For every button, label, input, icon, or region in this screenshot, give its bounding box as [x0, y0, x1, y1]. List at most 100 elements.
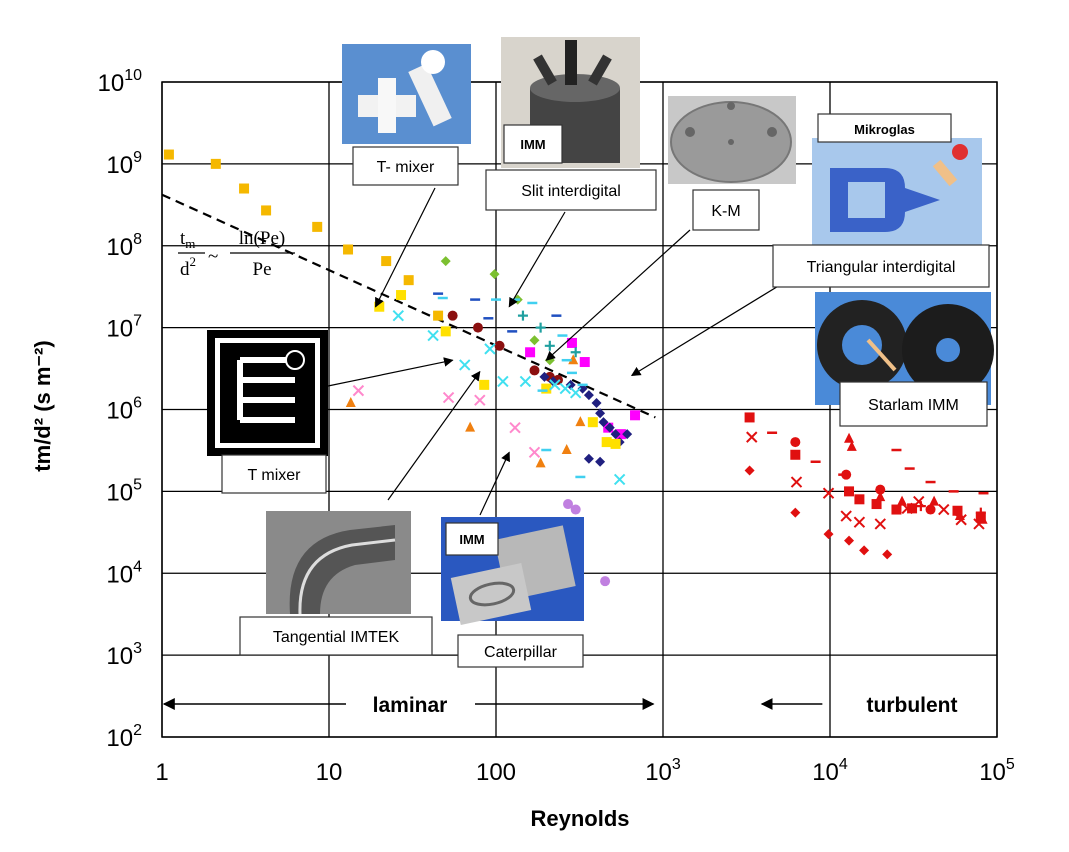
callout-box [239, 616, 433, 656]
callout-label: Slit interdigital [521, 183, 621, 200]
data-point [509, 421, 521, 434]
data-point [403, 275, 414, 286]
data-point [549, 379, 561, 391]
x-tick-base: 1 [155, 759, 168, 786]
y-tick-exponent: 10 [124, 67, 142, 84]
data-point [744, 465, 755, 476]
data-point [583, 453, 594, 464]
y-tick-label: 103 [106, 640, 142, 670]
data-point [875, 491, 886, 502]
callout-tag-text: IMM [459, 532, 484, 547]
callout-tag-text: IMM [520, 137, 545, 152]
data-point [840, 510, 852, 522]
x-tick-exponent: 3 [672, 756, 681, 773]
callout-box [692, 189, 760, 231]
data-point [891, 504, 902, 515]
y-tick-label: 102 [106, 722, 142, 752]
data-point [853, 516, 866, 528]
data-point [600, 576, 611, 587]
data-point [846, 440, 857, 451]
data-point [440, 326, 451, 337]
callout-arrow [375, 187, 436, 308]
callout-box [839, 381, 988, 427]
data-point [568, 354, 579, 365]
callout-tag-box [503, 124, 563, 164]
x-tick-label: 104 [812, 756, 848, 786]
data-point [494, 340, 505, 351]
y-tick-label: 107 [106, 313, 142, 343]
data-point [610, 429, 621, 440]
data-point [615, 429, 626, 440]
callout-label: K-M [711, 203, 740, 220]
data-point [610, 438, 621, 449]
data-point [479, 379, 490, 390]
data-point [541, 383, 552, 394]
data-point [844, 432, 855, 443]
y-tick-exponent: 6 [133, 395, 142, 412]
callout-box [221, 454, 327, 494]
data-point [569, 387, 582, 399]
data-point [823, 529, 834, 540]
data-point [854, 494, 865, 505]
y-tick-base: 10 [106, 643, 133, 670]
data-point [604, 422, 615, 433]
y-axis-title: tm/d² (s m⁻²) [30, 340, 55, 471]
data-point [790, 437, 801, 448]
formula-relation: ~ [208, 246, 218, 267]
callout-arrow [508, 211, 566, 308]
flow-regimes: laminar turbulent [162, 694, 957, 717]
y-tick-label: 105 [106, 476, 142, 506]
data-point [447, 310, 458, 321]
x-tick-label: 103 [645, 756, 681, 786]
data-point [343, 244, 354, 255]
data-point [535, 322, 546, 333]
y-tick-exponent: 7 [133, 313, 142, 330]
y-tick-label: 108 [106, 231, 142, 261]
x-tick-label: 100 [476, 759, 516, 786]
x-tick-label: 1 [155, 759, 168, 786]
data-point [938, 503, 950, 516]
data-point [925, 504, 936, 515]
data-point [591, 398, 602, 409]
y-tick-label: 1010 [98, 67, 143, 97]
x-tick-base: 100 [476, 759, 516, 786]
y-tick-label: 104 [106, 558, 142, 588]
data-point [977, 513, 988, 524]
data-point [544, 340, 555, 351]
data-point [517, 310, 528, 321]
data-point [975, 507, 986, 518]
data-point [529, 365, 540, 376]
y-tick-exponent: 5 [133, 476, 142, 493]
data-point [570, 504, 581, 515]
x-tick-exponent: 5 [1006, 756, 1015, 773]
callout-box [352, 146, 459, 186]
data-point [595, 456, 606, 467]
data-point [583, 390, 594, 401]
callout-label: T- mixer [377, 159, 435, 176]
y-tick-base: 10 [106, 561, 133, 588]
data-point [622, 429, 633, 440]
y-tick-base: 10 [106, 234, 133, 261]
y-tick-base: 10 [106, 152, 133, 179]
data-point [561, 444, 572, 455]
data-point [822, 487, 835, 499]
data-point [859, 545, 870, 556]
data-point [312, 221, 323, 232]
formula-t: t [180, 228, 186, 249]
formula-rhs-denominator: Pe [253, 259, 272, 280]
callout-box [772, 244, 990, 288]
data-point [907, 503, 918, 514]
data-point [744, 412, 755, 423]
data-point [882, 549, 893, 560]
y-tick-base: 10 [106, 398, 133, 425]
data-point [239, 183, 250, 194]
x-tick-label: 10 [316, 759, 343, 786]
data-point [954, 510, 965, 521]
data-point [465, 421, 476, 432]
formula-sub: m [185, 236, 195, 251]
y-tick-label: 109 [106, 149, 142, 179]
data-point [440, 256, 451, 267]
